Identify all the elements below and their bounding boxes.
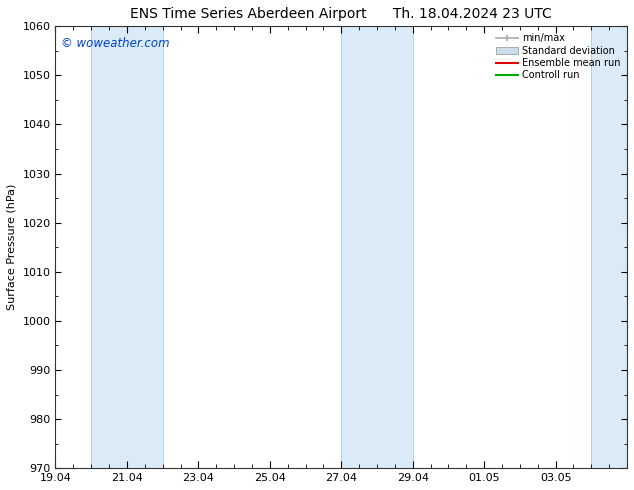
Legend: min/max, Standard deviation, Ensemble mean run, Controll run: min/max, Standard deviation, Ensemble me… <box>493 29 624 84</box>
Bar <box>341 26 413 468</box>
Text: © woweather.com: © woweather.com <box>61 37 170 50</box>
Bar <box>91 26 163 468</box>
Title: ENS Time Series Aberdeen Airport      Th. 18.04.2024 23 UTC: ENS Time Series Aberdeen Airport Th. 18.… <box>131 7 552 21</box>
Bar <box>592 26 634 468</box>
Y-axis label: Surface Pressure (hPa): Surface Pressure (hPa) <box>7 184 17 311</box>
